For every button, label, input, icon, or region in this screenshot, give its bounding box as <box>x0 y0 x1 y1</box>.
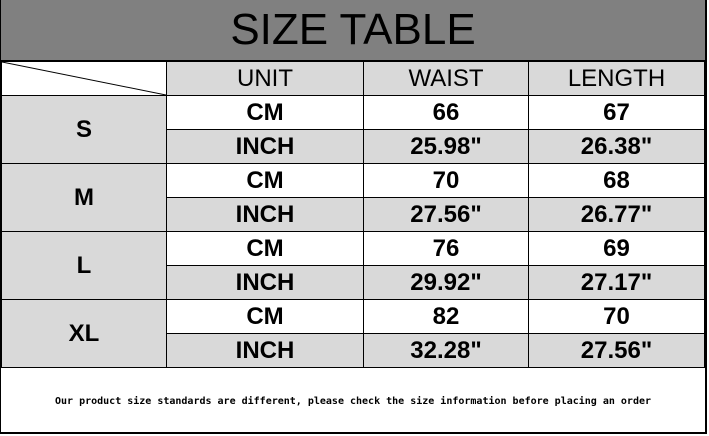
waist-cell: 32.28" <box>363 333 529 368</box>
header-waist: WAIST <box>363 61 529 96</box>
waist-cell: 82 <box>363 299 529 334</box>
size-label: S <box>1 95 167 164</box>
header-row: UNIT WAIST LENGTH <box>1 61 705 96</box>
unit-cell: CM <box>166 95 364 130</box>
footer-note: Our product size standards are different… <box>54 396 652 407</box>
header-unit: UNIT <box>166 61 364 96</box>
waist-cell: 25.98" <box>363 129 529 164</box>
unit-cell: INCH <box>166 333 364 368</box>
unit-cell: INCH <box>166 129 364 164</box>
table-row: INCH 32.28" 27.56" <box>2 333 705 368</box>
length-cell: 69 <box>528 231 705 266</box>
waist-cell: 70 <box>363 163 529 198</box>
title: SIZE TABLE <box>1 0 705 61</box>
size-table: UNIT WAIST LENGTH S CM 66 67 INCH 25.98" 26.38… <box>1 61 705 368</box>
unit-cell: CM <box>166 231 364 266</box>
waist-cell: 29.92" <box>363 265 529 300</box>
waist-cell: 76 <box>363 231 529 266</box>
length-cell: 26.77" <box>528 197 705 232</box>
table-row: INCH 27.56" 26.77" <box>2 197 705 232</box>
length-cell: 26.38" <box>528 129 705 164</box>
size-label: M <box>1 163 167 232</box>
table-row: INCH 29.92" 27.17" <box>2 265 705 300</box>
length-cell: 67 <box>528 95 705 130</box>
size-label: L <box>1 231 167 300</box>
table-row: L CM 76 69 <box>1 231 705 300</box>
unit-cell: CM <box>166 299 364 334</box>
length-cell: 27.56" <box>528 333 705 368</box>
header-length: LENGTH <box>528 61 705 96</box>
table-row: M CM 70 68 <box>1 163 705 232</box>
table-row: S CM 66 67 <box>1 95 705 164</box>
unit-cell: INCH <box>166 265 364 300</box>
waist-cell: 27.56" <box>363 197 529 232</box>
length-cell: 70 <box>528 299 705 334</box>
length-cell: 27.17" <box>528 265 705 300</box>
size-label: XL <box>1 299 167 368</box>
unit-cell: INCH <box>166 197 364 232</box>
diagonal-corner-cell <box>1 61 167 96</box>
table-row: XL CM 82 70 <box>1 299 705 368</box>
length-cell: 68 <box>528 163 705 198</box>
unit-cell: CM <box>166 163 364 198</box>
waist-cell: 66 <box>363 95 529 130</box>
